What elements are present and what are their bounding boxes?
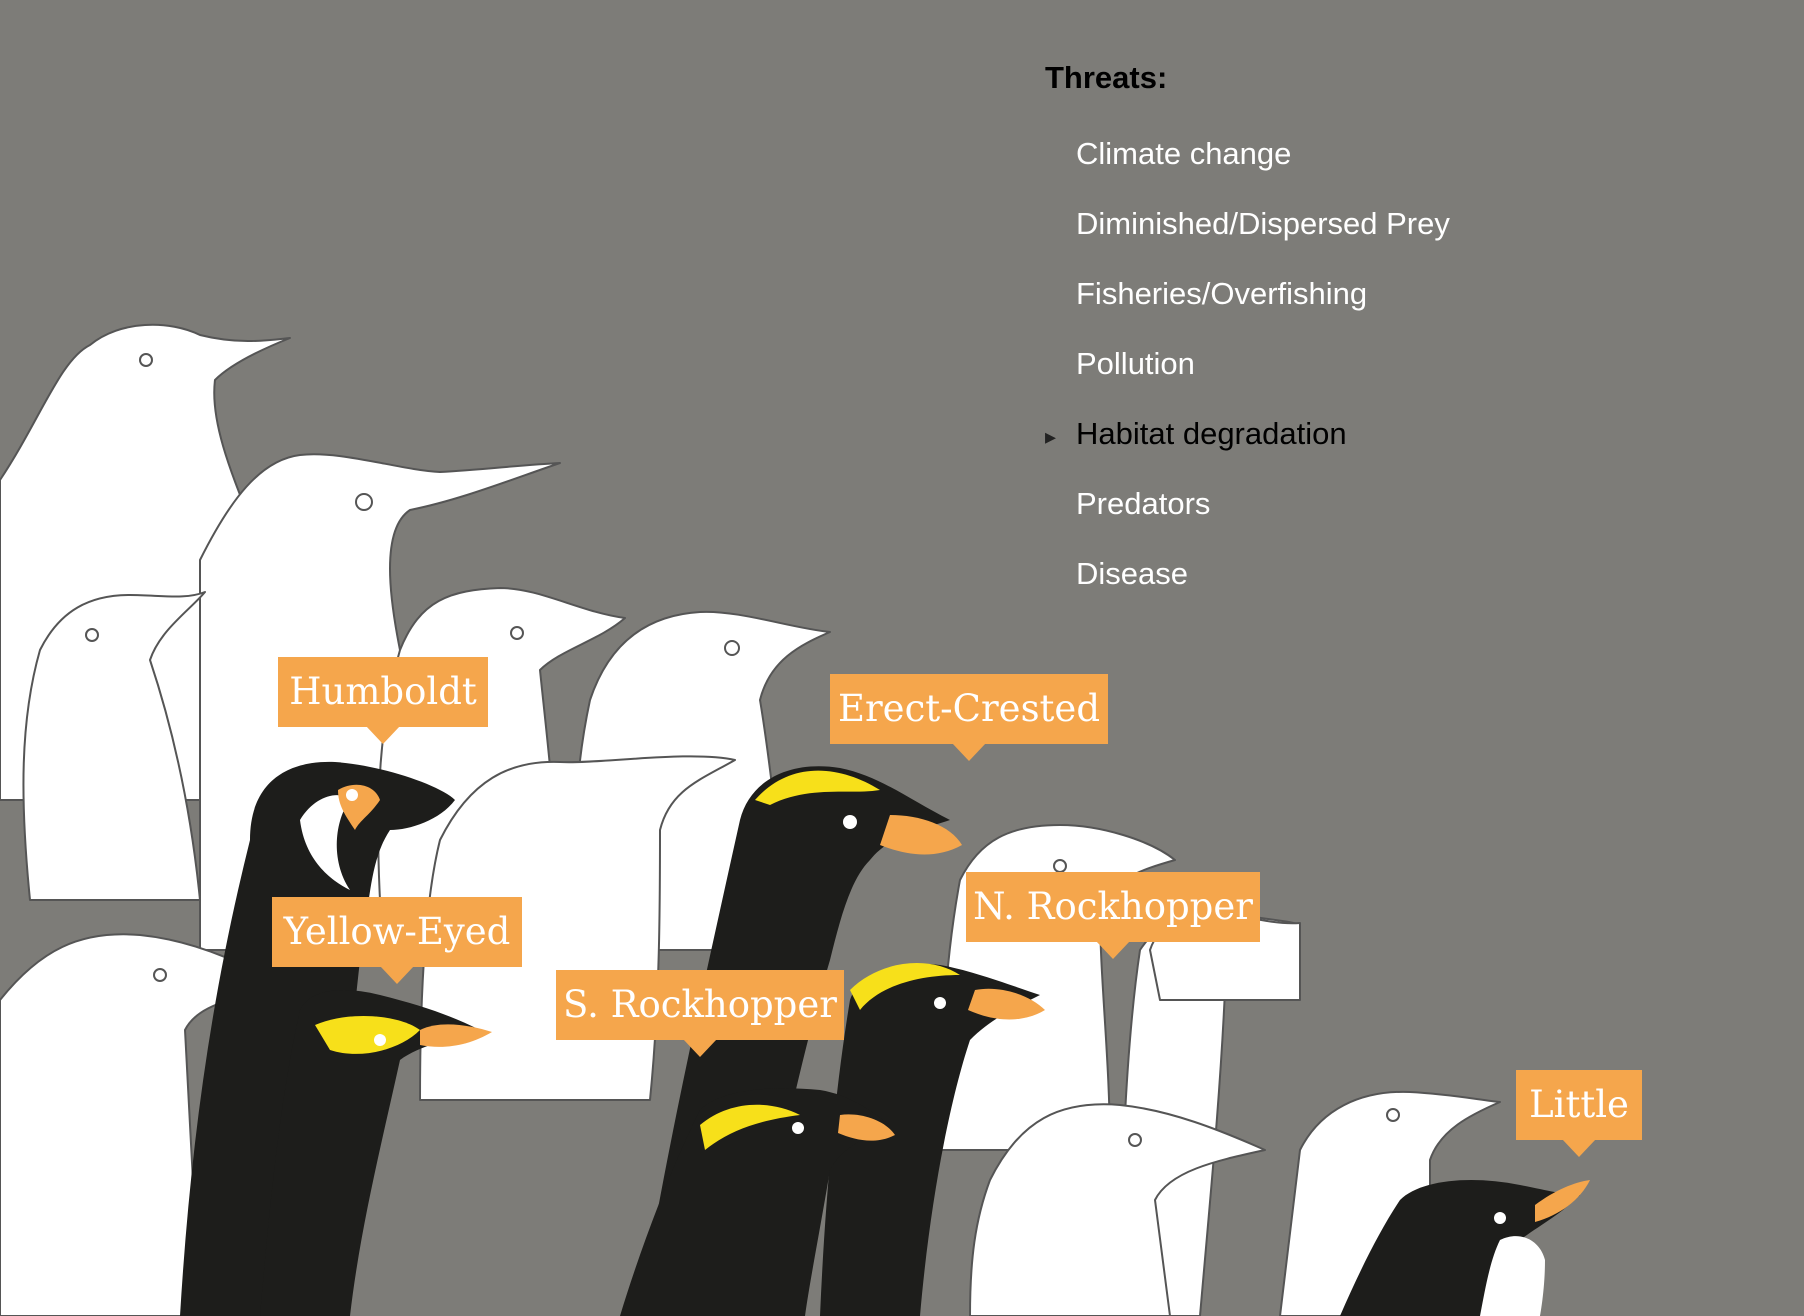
tag-s-rockhopper[interactable]: S. Rockhopper (556, 970, 844, 1057)
arrow-right-icon: ▸ (1045, 424, 1057, 449)
threat-climate-change[interactable]: ▸ Climate change (1045, 130, 1565, 180)
tag-little[interactable]: Little (1516, 1070, 1642, 1157)
threat-label: Disease (1076, 556, 1188, 591)
n-rockhopper-beak (968, 988, 1045, 1020)
threat-label: Diminished/Dispersed Prey (1076, 206, 1450, 241)
penguin-little (1340, 1180, 1580, 1316)
threat-label: Pollution (1076, 346, 1195, 381)
threat-label: Predators (1076, 486, 1211, 521)
yellow-eyed-band (315, 1015, 420, 1054)
tag-yellow-eyed[interactable]: Yellow-Eyed (272, 897, 522, 984)
penguin-outline-gentoo (22, 591, 206, 901)
tag-erect-crested[interactable]: Erect-Crested (830, 674, 1108, 761)
threat-pollution[interactable]: ▸ Pollution (1045, 340, 1565, 390)
yellow-eyed-beak (420, 1024, 492, 1047)
threat-label: Fisheries/Overfishing (1076, 276, 1368, 311)
threat-label: Habitat degradation (1076, 416, 1347, 451)
penguin-n-rockhopper (820, 963, 1040, 1316)
penguin-outline-fairy-front (969, 1103, 1266, 1316)
threat-disease[interactable]: ▸ Disease (1045, 550, 1565, 600)
threat-label: Climate change (1076, 136, 1292, 171)
tag-n-rockhopper[interactable]: N. Rockhopper (966, 872, 1260, 959)
tag-humboldt[interactable]: Humboldt (278, 657, 488, 744)
threats-title: Threats: (1045, 60, 1168, 95)
s-rockhopper-crest (700, 1104, 800, 1150)
penguin-outline-galapagos (1279, 1090, 1501, 1316)
threat-fisheries[interactable]: ▸ Fisheries/Overfishing (1045, 270, 1565, 320)
humboldt-white-band (300, 795, 350, 890)
threat-diminished-prey[interactable]: ▸ Diminished/Dispersed Prey (1045, 200, 1565, 250)
s-rockhopper-beak (838, 1114, 895, 1141)
penguin-yellow-eyed (260, 990, 480, 1316)
threat-predators[interactable]: ▸ Predators (1045, 480, 1565, 530)
penguin-s-rockhopper (620, 1088, 890, 1316)
little-beak (1535, 1180, 1590, 1222)
threat-habitat-degradation[interactable]: ▸ Habitat degradation (1045, 410, 1565, 460)
erect-crested-crest (755, 770, 880, 805)
n-rockhopper-crest (850, 963, 960, 1010)
erect-crested-beak (880, 815, 962, 855)
little-white-belly (1480, 1236, 1545, 1316)
